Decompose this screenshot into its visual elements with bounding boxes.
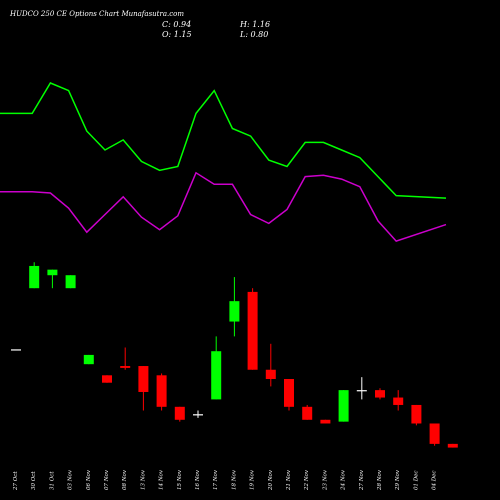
candle bbox=[211, 336, 222, 400]
open-value: O: 1.15 bbox=[162, 30, 192, 39]
candle-body bbox=[211, 351, 222, 400]
x-tick-label: 23 Nov bbox=[322, 469, 328, 491]
candle-body bbox=[429, 423, 440, 444]
x-tick-label: 28 Nov bbox=[377, 469, 383, 491]
candle bbox=[284, 379, 294, 411]
x-tick-label: 27 Nov bbox=[359, 469, 365, 491]
candle-body bbox=[120, 366, 131, 368]
candle bbox=[229, 277, 240, 337]
candlesticks bbox=[11, 262, 458, 448]
candle-body bbox=[375, 390, 385, 398]
x-tick-label: 18 Nov bbox=[231, 469, 237, 490]
candle bbox=[29, 262, 40, 289]
candle-body bbox=[265, 369, 276, 380]
candle-body bbox=[320, 419, 331, 424]
candle bbox=[120, 347, 131, 370]
candle-body bbox=[65, 275, 76, 289]
high-value: H: 1.16 bbox=[239, 20, 270, 29]
candle-body bbox=[284, 379, 294, 407]
candle bbox=[247, 288, 258, 370]
candle bbox=[375, 388, 385, 400]
candle-body bbox=[102, 375, 112, 383]
candle-body bbox=[11, 349, 21, 351]
candle-body bbox=[83, 354, 94, 365]
candle-body bbox=[411, 404, 422, 424]
low-value: L: 0.80 bbox=[239, 30, 268, 39]
candle-body bbox=[247, 291, 258, 370]
candle bbox=[156, 373, 167, 411]
candle-body bbox=[447, 443, 458, 448]
candle-body bbox=[356, 390, 367, 392]
candle-body bbox=[229, 301, 240, 322]
x-tick-label: 07 Nov bbox=[104, 469, 110, 490]
candle-body bbox=[156, 375, 167, 407]
candle-body bbox=[338, 390, 349, 422]
indicator-lines bbox=[0, 82, 447, 242]
candle bbox=[393, 390, 404, 411]
candle-body bbox=[193, 414, 203, 416]
x-tick-label: 31 Oct bbox=[49, 471, 55, 490]
candle bbox=[356, 377, 367, 400]
x-tick-label: 19 Nov bbox=[250, 469, 256, 490]
candle-body bbox=[302, 406, 313, 420]
candle-body bbox=[393, 397, 404, 405]
x-tick-label: 04 Dec bbox=[432, 471, 438, 491]
candle bbox=[265, 343, 276, 387]
candle-body bbox=[174, 406, 185, 420]
candle-body bbox=[47, 269, 58, 276]
candle bbox=[174, 406, 185, 422]
x-tick-label: 01 Dec bbox=[413, 471, 419, 491]
candle bbox=[193, 410, 203, 418]
x-tick-label: 30 Oct bbox=[31, 471, 37, 490]
candle bbox=[65, 275, 76, 289]
close-value: C: 0.94 bbox=[162, 20, 191, 29]
x-tick-label: 17 Nov bbox=[213, 469, 219, 490]
x-tick-label: 03 Nov bbox=[68, 469, 74, 490]
x-tick-label: 29 Nov bbox=[395, 469, 401, 491]
candle bbox=[11, 349, 21, 351]
candle bbox=[47, 269, 58, 289]
candle bbox=[338, 390, 349, 422]
x-tick-label: 16 Nov bbox=[195, 469, 201, 490]
x-tick-label: 27 Oct bbox=[13, 471, 19, 491]
candle bbox=[138, 366, 149, 411]
candle bbox=[429, 423, 440, 446]
upper-indicator-line bbox=[0, 82, 447, 199]
x-tick-label: 06 Nov bbox=[86, 469, 92, 490]
chart-title: HUDCO 250 CE Options Chart Munafasutra.c… bbox=[9, 10, 184, 18]
lower-indicator-line bbox=[0, 171, 447, 242]
x-tick-label: 08 Nov bbox=[122, 469, 128, 490]
x-tick-label: 13 Nov bbox=[140, 469, 146, 490]
candle bbox=[447, 443, 458, 448]
x-tick-label: 15 Nov bbox=[177, 469, 183, 490]
candle bbox=[302, 404, 313, 420]
x-tick-label: 14 Nov bbox=[159, 469, 165, 490]
candle bbox=[411, 404, 422, 426]
candle bbox=[102, 375, 112, 383]
x-axis-ticks: 27 Oct 30 Oct 31 Oct 03 Nov 06 Nov 07 Nov 08 N… bbox=[13, 469, 438, 491]
x-tick-label: 22 Nov bbox=[304, 469, 310, 491]
candle-body bbox=[29, 265, 40, 289]
candle bbox=[83, 354, 94, 365]
x-tick-label: 21 Nov bbox=[286, 469, 292, 491]
candle bbox=[320, 419, 331, 424]
x-tick-label: 20 Nov bbox=[268, 469, 274, 491]
x-tick-label: 24 Nov bbox=[341, 469, 347, 491]
candle-body bbox=[138, 366, 149, 392]
